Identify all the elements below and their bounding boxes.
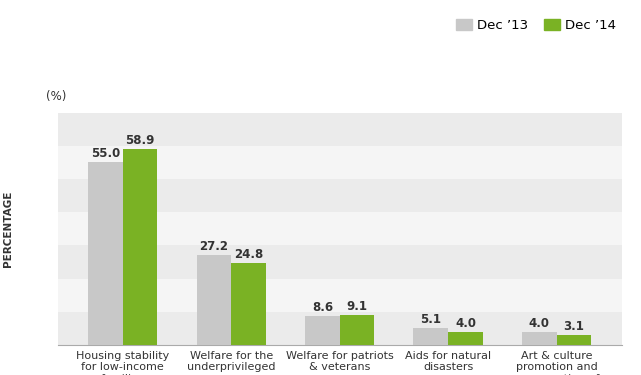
- Bar: [197, 255, 231, 345]
- Bar: [58, 312, 622, 345]
- Text: 4.0: 4.0: [529, 317, 550, 330]
- Bar: [448, 332, 483, 345]
- Text: 27.2: 27.2: [199, 240, 228, 253]
- Text: 8.6: 8.6: [312, 302, 333, 315]
- Bar: [88, 162, 123, 345]
- Text: 5.1: 5.1: [420, 313, 442, 326]
- Bar: [123, 149, 158, 345]
- Text: PERCENTAGE: PERCENTAGE: [3, 190, 13, 267]
- Bar: [305, 316, 340, 345]
- Bar: [340, 315, 374, 345]
- Bar: [231, 262, 266, 345]
- Text: 9.1: 9.1: [347, 300, 367, 313]
- Bar: [58, 279, 622, 312]
- Bar: [58, 112, 622, 146]
- Text: 3.1: 3.1: [563, 320, 585, 333]
- Bar: [522, 332, 556, 345]
- Legend: Dec ’13, Dec ’14: Dec ’13, Dec ’14: [451, 14, 622, 38]
- Text: 58.9: 58.9: [126, 134, 155, 147]
- Bar: [58, 245, 622, 279]
- Text: (%): (%): [46, 90, 67, 103]
- Bar: [413, 328, 448, 345]
- Bar: [556, 335, 592, 345]
- Bar: [58, 212, 622, 245]
- Bar: [58, 146, 622, 179]
- Text: 55.0: 55.0: [91, 147, 120, 160]
- Bar: [58, 179, 622, 212]
- Text: 24.8: 24.8: [234, 248, 263, 261]
- Text: 4.0: 4.0: [455, 317, 476, 330]
